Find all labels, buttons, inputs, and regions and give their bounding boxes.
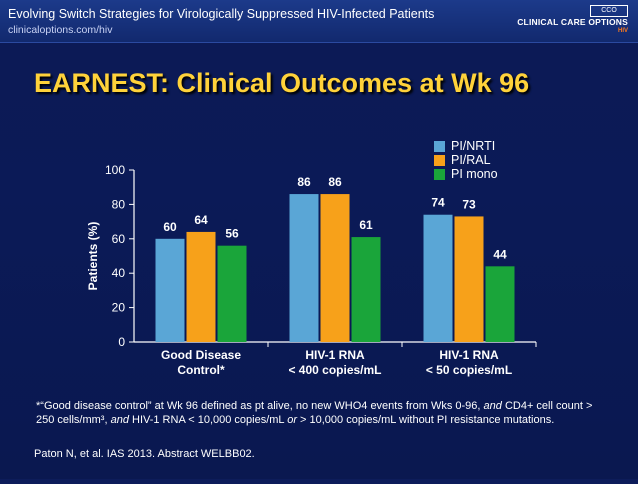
legend-swatch (434, 140, 445, 152)
chart-legend: PI/NRTI PI/RAL PI mono (434, 139, 498, 181)
x-tick-label: < 50 copies/mL (426, 363, 512, 377)
bar (155, 238, 185, 342)
bar (289, 194, 319, 342)
x-tick-label: HIV-1 RNA (439, 348, 499, 362)
bar (485, 266, 515, 342)
data-label: 74 (431, 196, 445, 210)
header-url[interactable]: clinicaloptions.com/hiv (8, 24, 113, 36)
y-tick-label: 60 (112, 232, 126, 246)
legend-label: PI mono (451, 167, 498, 181)
footnote: *“Good disease control” at Wk 96 defined… (36, 400, 606, 427)
footnote-and-2: and (110, 413, 129, 426)
citation: Paton N, et al. IAS 2013. Abstract WELBB… (34, 448, 255, 460)
slide-title: EARNEST: Clinical Outcomes at Wk 96 (34, 68, 530, 98)
footnote-prefix: *“Good disease control” at Wk 96 defined… (36, 400, 484, 412)
y-axis-label: Patients (%) (86, 222, 100, 291)
bar (186, 231, 216, 342)
data-label: 86 (297, 175, 311, 189)
bar (351, 237, 381, 342)
legend-item: PI/RAL (434, 153, 498, 167)
legend-label: PI/RAL (451, 153, 491, 167)
footnote-mid-2: HIV-1 RNA < 10,000 copies/mL (128, 413, 288, 426)
bar (423, 214, 453, 342)
header-bar: Evolving Switch Strategies for Virologic… (0, 0, 638, 43)
logo-box: CCO (590, 5, 628, 17)
x-tick-label: Good Disease (161, 348, 241, 362)
bar (320, 194, 350, 342)
header-title: Evolving Switch Strategies for Virologic… (8, 7, 435, 21)
x-tick-label: HIV-1 RNA (305, 348, 365, 362)
y-tick-label: 80 (112, 197, 126, 211)
data-label: 44 (493, 247, 507, 261)
x-tick-label: < 400 copies/mL (288, 363, 381, 377)
bar (454, 216, 484, 342)
logo-sub: HIV (617, 28, 628, 34)
footnote-or: or (287, 413, 297, 426)
data-label: 64 (194, 213, 208, 227)
cco-logo: CCO CLINICAL CARE OPTIONS HIV (508, 5, 628, 37)
logo-text: CLINICAL CARE OPTIONS (517, 17, 628, 27)
y-tick-label: 20 (112, 301, 126, 315)
footnote-and-1: and (483, 400, 502, 412)
data-label: 73 (462, 197, 476, 211)
legend-label: PI/NRTI (451, 139, 496, 153)
data-label: 86 (328, 175, 342, 189)
data-label: 60 (163, 220, 177, 234)
x-tick-label: Control* (177, 363, 225, 377)
bar (217, 245, 247, 342)
legend-item: PI mono (434, 167, 498, 181)
footnote-mid-1: CD4+ cell count > 250 cells/mm³, (36, 400, 593, 426)
legend-swatch (434, 154, 445, 166)
y-tick-label: 0 (118, 335, 125, 349)
footnote-end: > 10,000 copies/mL without PI resistance… (296, 413, 555, 426)
data-label: 56 (225, 227, 239, 241)
legend-item: PI/NRTI (434, 139, 498, 153)
legend-swatch (434, 168, 445, 180)
data-label: 61 (359, 218, 373, 232)
y-tick-label: 40 (112, 266, 126, 280)
y-tick-label: 100 (105, 163, 125, 177)
